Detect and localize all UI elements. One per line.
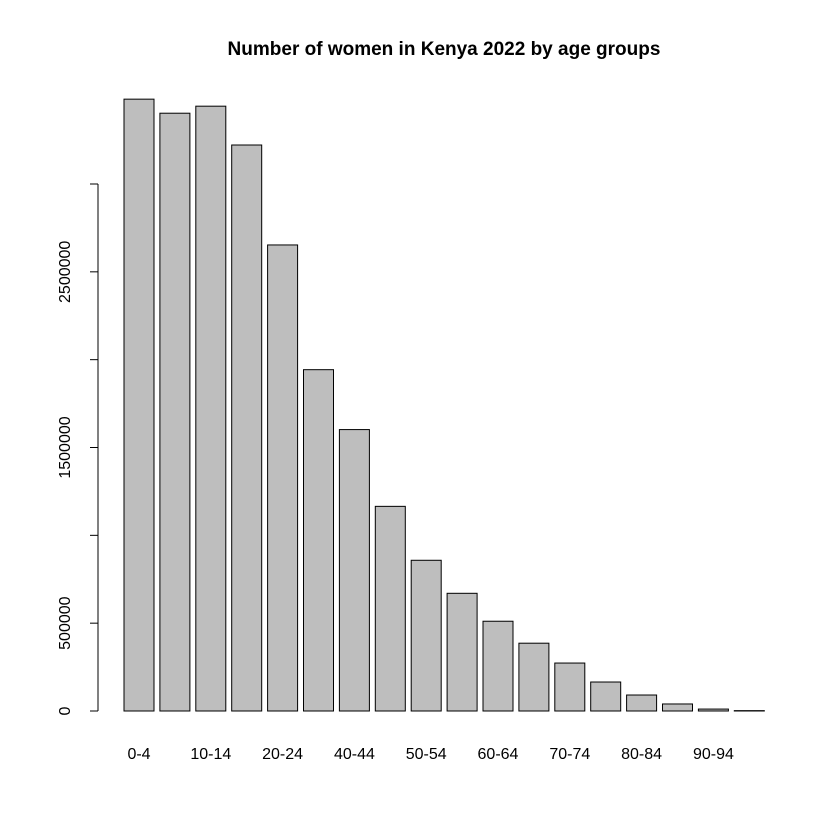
bar bbox=[267, 244, 299, 712]
bar bbox=[662, 703, 693, 712]
bar bbox=[303, 369, 334, 712]
bar bbox=[554, 662, 586, 712]
x-tick-label: 80-84 bbox=[621, 746, 662, 763]
bar bbox=[446, 592, 478, 712]
x-tick-label: 90-94 bbox=[693, 746, 734, 763]
bar bbox=[482, 620, 514, 712]
bar bbox=[374, 505, 406, 712]
x-tick-label: 70-74 bbox=[549, 746, 590, 763]
bar bbox=[518, 642, 550, 712]
y-tick-label: 500000 bbox=[57, 596, 74, 649]
x-tick-label: 60-64 bbox=[478, 746, 519, 763]
bar bbox=[590, 681, 622, 712]
x-tick-label: 10-14 bbox=[190, 746, 231, 763]
bar bbox=[338, 429, 370, 712]
bar bbox=[626, 694, 658, 712]
bar bbox=[697, 708, 729, 712]
y-tick-label: 1500000 bbox=[57, 416, 74, 478]
bar bbox=[195, 105, 227, 712]
x-tick-label: 40-44 bbox=[334, 746, 375, 763]
bar bbox=[231, 144, 263, 712]
bar bbox=[123, 98, 155, 712]
x-tick-label: 50-54 bbox=[406, 746, 447, 763]
bar bbox=[159, 112, 191, 712]
y-tick-label: 2500000 bbox=[57, 241, 74, 303]
x-tick-label: 0-4 bbox=[127, 746, 150, 763]
x-tick-label: 20-24 bbox=[262, 746, 303, 763]
chart-title: Number of women in Kenya 2022 by age gro… bbox=[228, 39, 661, 60]
bar bbox=[410, 559, 442, 712]
y-tick-label: 0 bbox=[57, 706, 74, 715]
